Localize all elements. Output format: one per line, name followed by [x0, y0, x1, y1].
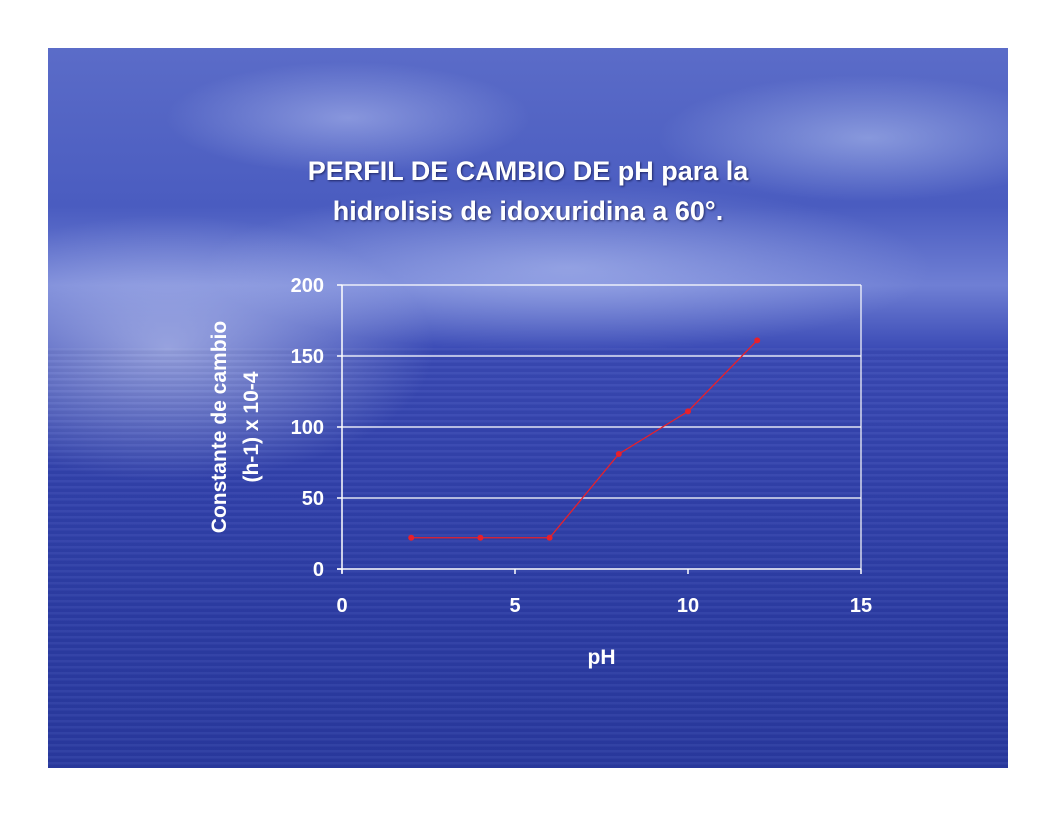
- x-tick-label-5: 5: [509, 595, 520, 617]
- data-point-0-0: [408, 534, 415, 541]
- y-axis-title-line-1: Constante de cambio: [208, 321, 231, 533]
- data-point-0-3: [615, 450, 622, 457]
- data-point-0-2: [546, 534, 553, 541]
- series: [408, 337, 761, 541]
- chart-title-line-1: PERFIL DE CAMBIO DE pH para la: [307, 156, 749, 186]
- y-tick-label-50: 50: [302, 488, 324, 510]
- chart-svg: 0 50 100 150 200 0 5 10 15 pH Constante de cambio (…: [208, 275, 872, 669]
- y-tick-label-100: 100: [291, 417, 324, 439]
- x-tick-label-0: 0: [336, 595, 347, 617]
- x-tick-label-10: 10: [677, 595, 699, 617]
- labels: 0 50 100 150 200 0 5 10 15 pH Constante de cambio (…: [208, 275, 872, 669]
- data-point-0-5: [754, 337, 761, 344]
- y-tick-label-200: 200: [291, 275, 324, 297]
- y-tick-label-150: 150: [291, 346, 324, 368]
- series-line-0: [411, 339, 758, 539]
- data-point-0-4: [685, 408, 691, 415]
- axes: [337, 284, 862, 574]
- grid: [342, 284, 862, 569]
- x-tick-label-15: 15: [850, 595, 872, 617]
- x-axis-title: pH: [588, 646, 616, 669]
- y-axis-title: Constante de cambio (h-1) x 10-4: [208, 321, 263, 533]
- y-axis-title-line-2: (h-1) x 10-4: [240, 371, 263, 482]
- data-point-0-1: [477, 534, 484, 541]
- chart-title-line-2: hidrolisis de idoxuridina a 60°.: [332, 196, 724, 226]
- y-tick-label-0: 0: [313, 559, 324, 581]
- slide-background: PERFIL DE CAMBIO DE pH para la hidrolisi…: [48, 48, 1008, 768]
